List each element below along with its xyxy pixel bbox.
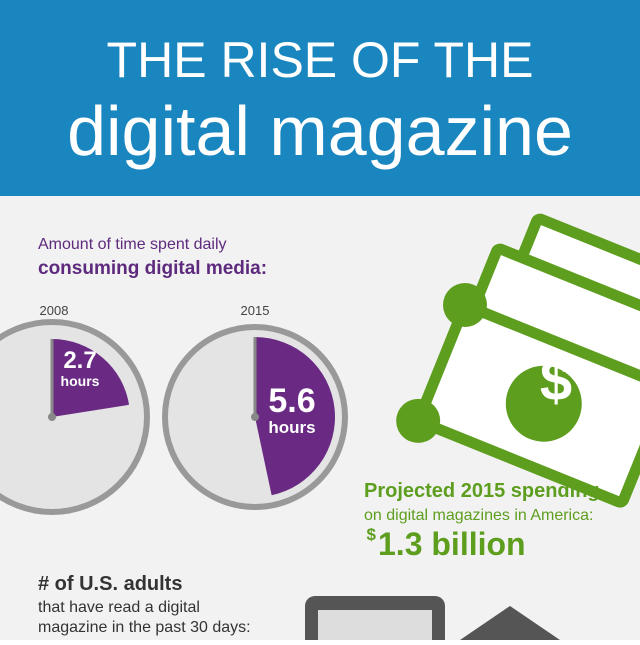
adults-sublabel: magazine in the past 30 days:: [38, 619, 251, 636]
time-wedge: [255, 337, 335, 496]
title-line2: digital magazine: [67, 92, 573, 170]
spending-label: Projected 2015 spending: [364, 480, 600, 502]
hours-unit: hours: [268, 418, 315, 437]
hours-unit: hours: [61, 373, 100, 389]
svg-text:$: $: [540, 348, 572, 413]
spending-amount: 1.3 billion: [378, 526, 526, 562]
time-label: Amount of time spent daily: [38, 236, 227, 253]
year-label: 2008: [40, 303, 69, 318]
tablet-icon: [305, 596, 560, 645]
clock-center: [48, 413, 56, 421]
adults-sublabel: that have read a digital: [38, 599, 200, 616]
spending-sublabel: on digital magazines in America:: [364, 507, 593, 524]
time-wedge: [52, 339, 130, 417]
adults-label: # of U.S. adults: [38, 573, 182, 595]
header-band: [0, 0, 640, 196]
hours-value: 2.7: [63, 347, 96, 374]
hours-value: 5.6: [268, 382, 315, 420]
title-line1: THE RISE OF THE: [107, 32, 534, 88]
time-label-bold: consuming digital media:: [38, 258, 267, 279]
money-icon: $: [396, 213, 640, 508]
currency: $: [367, 525, 377, 544]
clock-center: [251, 413, 259, 421]
year-label: 2015: [241, 303, 270, 318]
